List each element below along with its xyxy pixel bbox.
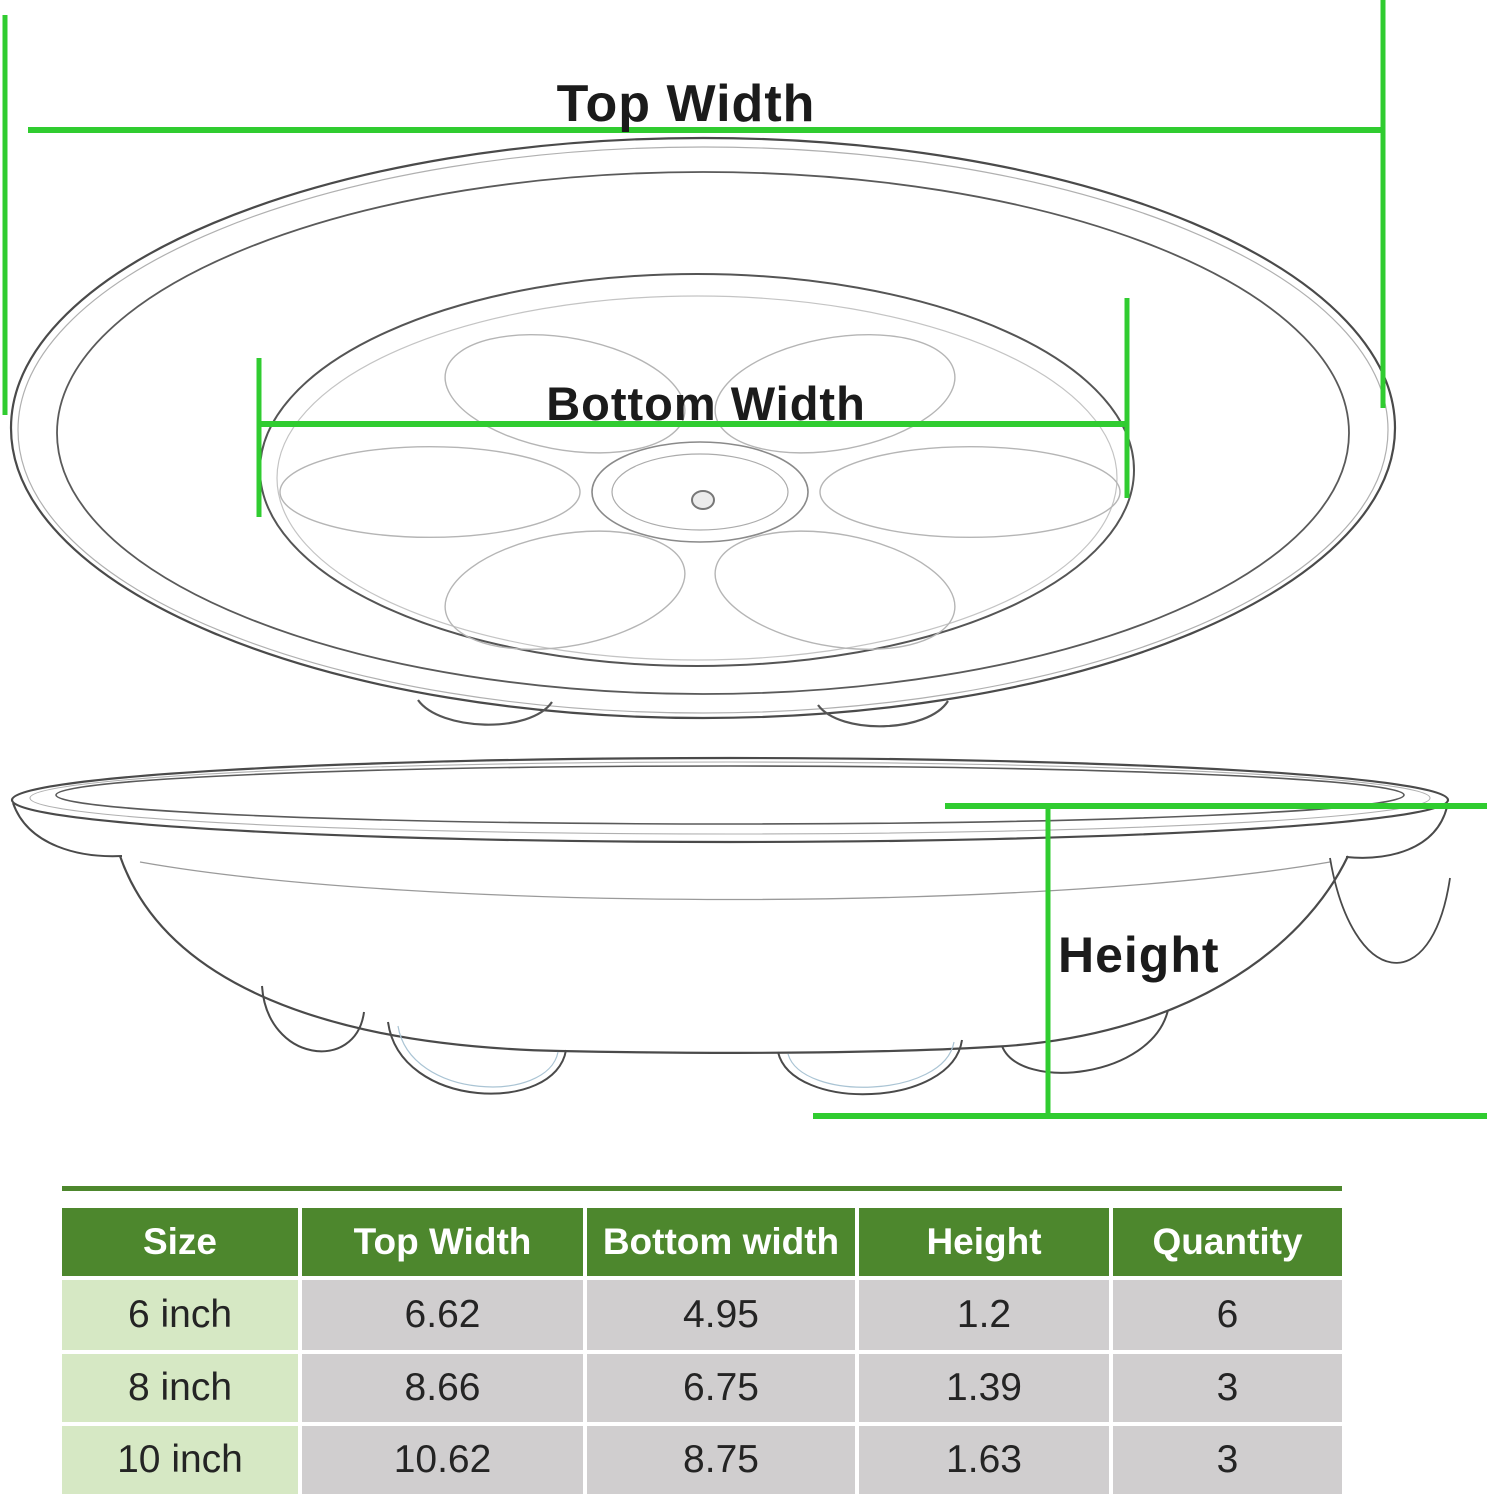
- table-cell-size: 6 inch: [62, 1280, 298, 1350]
- top-width-label: Top Width: [556, 75, 816, 133]
- table-cell-top-width: 10.62: [302, 1426, 583, 1494]
- size-table: Size Top Width Bottom width Height Quant…: [62, 1186, 1342, 1494]
- table-cell-bottom-width: 6.75: [587, 1354, 855, 1422]
- column-header-bottom-width: Bottom width: [587, 1208, 855, 1276]
- table-cell-size: 8 inch: [62, 1354, 298, 1422]
- table-cell-bottom-width: 4.95: [587, 1280, 855, 1350]
- dimension-lines: [2, 0, 1487, 1119]
- table-cell-top-width: 8.66: [302, 1354, 583, 1422]
- bottom-width-label: Bottom Width: [546, 377, 866, 430]
- table-cell-height: 1.39: [859, 1354, 1109, 1422]
- table-cell-quantity: 3: [1113, 1354, 1342, 1422]
- column-header-size: Size: [62, 1208, 298, 1276]
- top-view-saucer-sketch: [9, 136, 1397, 728]
- table-cell-quantity: 3: [1113, 1426, 1342, 1494]
- column-header-quantity: Quantity: [1113, 1208, 1342, 1276]
- table-cell-height: 1.63: [859, 1426, 1109, 1494]
- table-cell-bottom-width: 8.75: [587, 1426, 855, 1494]
- table-cell-size: 10 inch: [62, 1426, 298, 1494]
- size-table-grid: Size Top Width Bottom width Height Quant…: [62, 1208, 1342, 1494]
- table-cell-quantity: 6: [1113, 1280, 1342, 1350]
- table-cell-top-width: 6.62: [302, 1280, 583, 1350]
- table-cell-height: 1.2: [859, 1280, 1109, 1350]
- table-top-border: [62, 1186, 1342, 1191]
- height-label: Height: [1058, 927, 1220, 983]
- side-view-saucer-sketch: [10, 756, 1451, 1096]
- column-header-top-width: Top Width: [302, 1208, 583, 1276]
- column-header-height: Height: [859, 1208, 1109, 1276]
